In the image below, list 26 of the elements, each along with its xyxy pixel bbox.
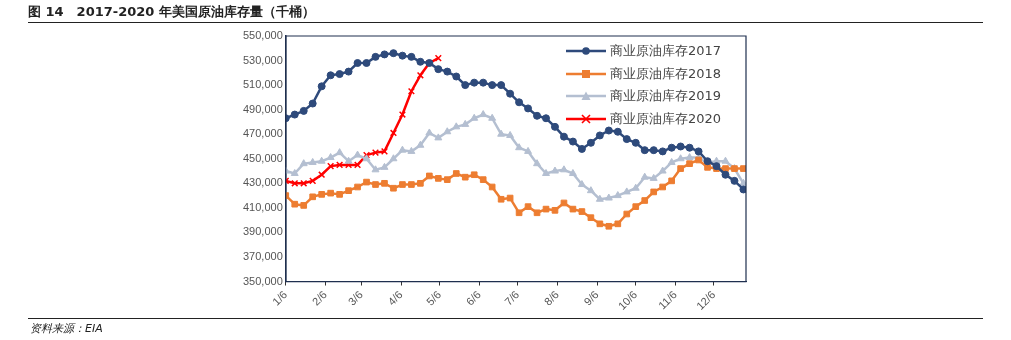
y-tick-label: 550,000 <box>243 29 283 42</box>
y-tick-label: 430,000 <box>243 176 283 189</box>
y-tick-label: 510,000 <box>243 78 283 91</box>
y-tick-label: 530,000 <box>243 53 283 66</box>
legend-label: 商业原油库存2019 <box>610 87 722 105</box>
x-tick-label: 4/6 <box>385 288 405 308</box>
x-tick-label: 2/6 <box>309 288 330 308</box>
x-tick-label: 8/6 <box>541 288 562 308</box>
legend-label: 商业原油库存2017 <box>610 42 722 60</box>
x-tick-label: 1/6 <box>270 288 290 308</box>
x-tick-label: 5/6 <box>423 288 444 308</box>
x-tick-label: 6/6 <box>463 288 483 308</box>
y-tick-label: 470,000 <box>243 127 283 140</box>
text: 图 14 2017-2020 年美国原油库存量（千桶） <box>28 3 315 21</box>
y-tick-label: 490,000 <box>243 102 283 115</box>
x-tick-label: 3/6 <box>345 288 365 308</box>
text: 资料来源：EIA <box>30 321 103 336</box>
y-tick-label: 350,000 <box>243 274 283 287</box>
x-tick-label: 7/6 <box>502 288 522 308</box>
legend-label: 商业原油库存2018 <box>610 64 722 83</box>
x-tick-label: 9/6 <box>581 288 601 308</box>
y-tick-label: 410,000 <box>243 200 283 213</box>
y-tick-label: 370,000 <box>243 250 283 263</box>
legend-label: 商业原油库存2020 <box>610 109 722 128</box>
y-tick-label: 450,000 <box>243 151 283 164</box>
y-tick-label: 390,000 <box>243 225 283 238</box>
